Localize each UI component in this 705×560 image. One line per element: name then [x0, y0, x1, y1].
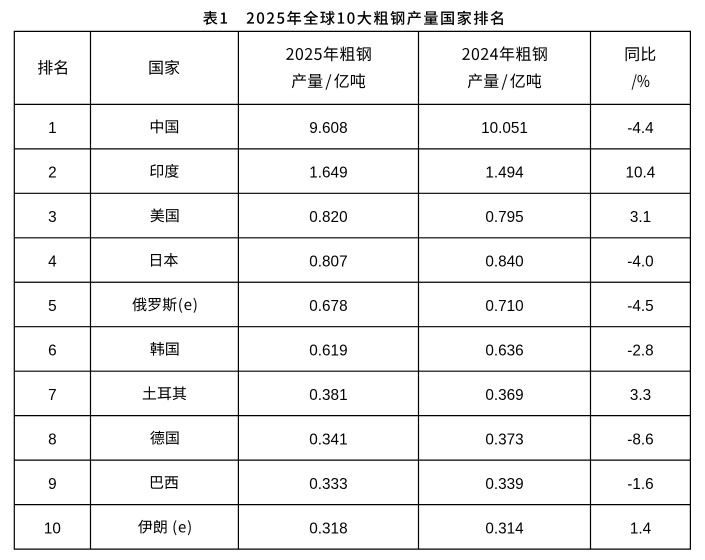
svg-text:9.608: 9.608	[309, 120, 347, 137]
svg-text:8: 8	[48, 431, 57, 448]
svg-text:-4.0: -4.0	[627, 253, 653, 270]
svg-text:-4.4: -4.4	[627, 120, 654, 137]
svg-text:0.318: 0.318	[309, 520, 347, 537]
svg-text:1.494: 1.494	[485, 164, 524, 181]
svg-text:1: 1	[48, 120, 57, 137]
svg-text:-2.8: -2.8	[627, 342, 653, 359]
svg-text:0.795: 0.795	[485, 209, 523, 226]
svg-text:1.649: 1.649	[309, 164, 347, 181]
svg-text:9: 9	[48, 476, 57, 493]
svg-text:0.636: 0.636	[485, 342, 523, 359]
svg-text:-8.6: -8.6	[627, 431, 653, 448]
svg-text:0.840: 0.840	[485, 253, 523, 270]
svg-text:0.333: 0.333	[309, 476, 347, 493]
svg-text:2: 2	[48, 164, 57, 181]
svg-text:0.341: 0.341	[309, 431, 347, 448]
svg-text:3.3: 3.3	[630, 387, 651, 404]
svg-text:0.619: 0.619	[309, 342, 347, 359]
svg-text:0.373: 0.373	[485, 431, 523, 448]
svg-text:3: 3	[48, 209, 57, 226]
svg-text:0.807: 0.807	[309, 253, 347, 270]
svg-text:3.1: 3.1	[630, 209, 651, 226]
svg-text:0.369: 0.369	[485, 387, 523, 404]
svg-text:1.4: 1.4	[630, 520, 652, 537]
svg-text:-4.5: -4.5	[627, 298, 653, 315]
svg-text:10.051: 10.051	[481, 120, 528, 137]
svg-text:0.710: 0.710	[485, 298, 523, 315]
svg-text:10.4: 10.4	[626, 164, 656, 181]
svg-text:10: 10	[44, 520, 61, 537]
svg-text:5: 5	[48, 298, 57, 315]
svg-text:4: 4	[48, 253, 57, 270]
svg-text:7: 7	[48, 387, 57, 404]
svg-text:-1.6: -1.6	[627, 476, 653, 493]
svg-text:0.820: 0.820	[309, 209, 347, 226]
svg-text:6: 6	[48, 342, 57, 359]
svg-text:0.381: 0.381	[309, 387, 347, 404]
svg-text:0.339: 0.339	[485, 476, 523, 493]
svg-text:0.314: 0.314	[485, 520, 524, 537]
svg-text:0.678: 0.678	[309, 298, 347, 315]
